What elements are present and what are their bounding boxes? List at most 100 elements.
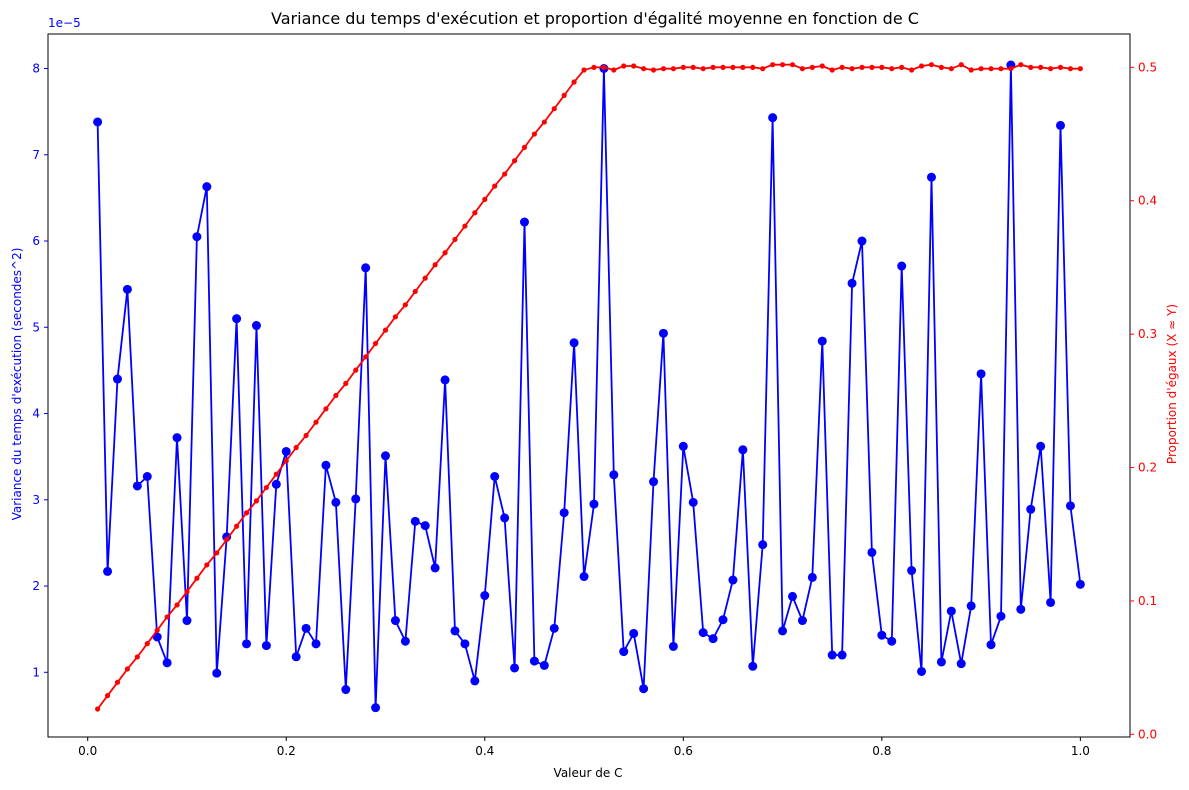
variance-point — [738, 445, 748, 455]
proportion-point — [442, 250, 448, 256]
variance-point — [232, 314, 242, 324]
right-tick-label: 0.3 — [1138, 327, 1157, 341]
variance-point — [212, 668, 222, 678]
plot-frame — [47, 33, 1131, 738]
proportion-point — [392, 314, 399, 320]
right-tick-label: 0.0 — [1138, 727, 1157, 741]
proportion-point — [174, 602, 180, 608]
x-axis-label: Valeur de C — [554, 766, 623, 780]
variance-point — [579, 572, 589, 582]
proportion-point — [621, 63, 627, 69]
variance-point — [470, 676, 480, 686]
variance-point — [251, 321, 261, 331]
variance-point — [132, 481, 142, 491]
proportion-point — [472, 210, 478, 216]
proportion-point — [1038, 64, 1044, 70]
proportion-point — [650, 67, 657, 73]
variance-point — [917, 666, 927, 676]
proportion-point — [571, 79, 577, 85]
variance-point — [619, 647, 629, 657]
variance-point — [301, 623, 311, 633]
variance-point — [331, 497, 341, 507]
proportion-point — [234, 523, 240, 529]
variance-point — [311, 639, 321, 649]
variance-point — [500, 513, 510, 523]
proportion-point — [561, 92, 567, 98]
variance-point — [897, 261, 907, 271]
proportion-point — [95, 706, 101, 712]
variance-point — [907, 566, 917, 576]
variance-point — [966, 601, 976, 611]
variance-point — [1046, 597, 1056, 607]
variance-point — [678, 441, 688, 451]
proportion-point — [640, 66, 647, 72]
variance-point — [807, 572, 817, 582]
variance-point — [817, 336, 827, 346]
proportion-point — [988, 66, 994, 72]
plot-area: 0.0 0.2 0.4 0.6 0.8 1.0 1 2 3 4 5 6 7 8 0.0 0.1 0.2 0.3 0.… — [32, 33, 1157, 758]
right-tick-label: 0.1 — [1138, 594, 1157, 608]
proportion-point — [134, 654, 140, 660]
variance-point — [341, 685, 351, 695]
proportion-point — [839, 64, 845, 70]
proportion-point — [1047, 66, 1054, 72]
proportion-point — [382, 327, 389, 333]
proportion-point — [770, 62, 776, 68]
variance-point — [847, 278, 857, 288]
proportion-point — [363, 354, 369, 360]
variance-point — [281, 446, 291, 456]
proportion-point — [819, 63, 825, 69]
proportion-point — [958, 62, 964, 68]
left-axis-multiplier: 1e−5 — [48, 16, 81, 30]
x-tick-label: 0.6 — [674, 744, 693, 758]
proportion-point — [1057, 64, 1064, 70]
variance-point — [877, 630, 887, 640]
proportion-point — [283, 458, 289, 464]
variance-point — [371, 703, 381, 713]
variance-point — [827, 650, 837, 660]
proportion-point — [482, 196, 488, 203]
proportion-point — [829, 67, 835, 73]
variance-point — [460, 639, 470, 649]
variance-point — [668, 641, 678, 651]
proportion-point — [799, 66, 806, 72]
proportion-point — [303, 432, 309, 439]
variance-point — [529, 656, 539, 666]
proportion-point — [204, 562, 210, 568]
variance-point — [93, 117, 103, 127]
variance-point — [589, 499, 599, 509]
variance-point — [867, 547, 877, 557]
left-tick-label: 3 — [32, 493, 40, 507]
proportion-point — [710, 64, 716, 70]
proportion-point — [452, 236, 458, 243]
variance-point — [976, 369, 986, 379]
proportion-point — [591, 64, 597, 70]
proportion-point — [601, 64, 607, 70]
variance-point — [956, 659, 966, 669]
proportion-point — [144, 641, 150, 647]
proportion-point — [551, 106, 557, 112]
variance-point — [778, 626, 788, 636]
variance-point — [658, 328, 668, 338]
proportion-point — [402, 302, 408, 308]
variance-point — [837, 650, 847, 660]
proportion-point — [214, 550, 220, 556]
proportion-point — [462, 223, 468, 229]
proportion-point — [859, 64, 865, 70]
variance-point — [450, 626, 460, 636]
proportion-point — [938, 64, 944, 70]
variance-point — [857, 236, 867, 246]
proportion-point — [372, 340, 379, 347]
proportion-point — [194, 575, 200, 581]
left-tick-label: 6 — [32, 234, 40, 248]
proportion-point — [809, 64, 815, 70]
right-tick-label: 0.5 — [1138, 60, 1157, 74]
variance-point — [142, 472, 152, 482]
variance-point — [182, 616, 192, 626]
proportion-point — [918, 63, 925, 69]
variance-point — [420, 521, 430, 531]
variance-point — [510, 663, 520, 673]
variance-point — [381, 451, 391, 461]
variance-point — [708, 634, 718, 644]
variance-point — [926, 172, 936, 182]
